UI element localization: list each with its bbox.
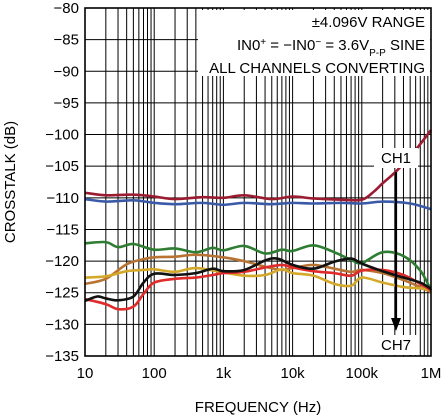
tick-labels: −80 −85 −90 −95 −100 −105 −110 −115 −120 −125 −130… bbox=[45, 0, 441, 382]
ch7-label-background bbox=[374, 335, 418, 355]
y-tick-label: −80 bbox=[54, 0, 79, 17]
annotation-channels: ALL CHANNELS CONVERTING bbox=[209, 60, 425, 77]
annotation-range: ±4.096V RANGE bbox=[312, 14, 425, 31]
y-tick-label: −95 bbox=[54, 95, 79, 112]
annotation-background bbox=[198, 10, 430, 76]
arrow-head-icon bbox=[391, 318, 401, 331]
plot-border bbox=[84, 7, 432, 357]
x-tick-label: 1k bbox=[215, 365, 231, 382]
series-line-3 bbox=[84, 240, 433, 291]
x-axis-title: FREQUENCY (Hz) bbox=[195, 399, 321, 416]
y-tick-label: −100 bbox=[45, 127, 79, 144]
x-tick-label: 10k bbox=[281, 365, 306, 382]
y-tick-label: −90 bbox=[54, 63, 79, 80]
annotation-input: IN0+ = −IN0− = 3.6VP-P SINE bbox=[237, 37, 425, 59]
y-tick-label: −125 bbox=[45, 285, 79, 302]
series-group bbox=[84, 129, 433, 311]
y-tick-label: −110 bbox=[46, 190, 79, 207]
ch1-label-background bbox=[374, 148, 418, 168]
series-line-4 bbox=[84, 253, 432, 294]
series-line-7 bbox=[84, 256, 432, 303]
ch7-label: CH7 bbox=[381, 337, 411, 354]
x-tick-label: 1M bbox=[421, 365, 442, 382]
series-line-2 bbox=[84, 197, 432, 211]
y-tick-label: −130 bbox=[45, 316, 79, 333]
y-tick-label: −105 bbox=[45, 158, 79, 175]
y-tick-label: −115 bbox=[46, 221, 79, 238]
x-tick-label: 10 bbox=[77, 365, 94, 382]
series-line-6 bbox=[84, 263, 432, 311]
ch1-label: CH1 bbox=[381, 150, 411, 167]
x-tick-label: 100 bbox=[142, 365, 167, 382]
series-line-5 bbox=[84, 266, 432, 292]
y-tick-label: −135 bbox=[45, 348, 79, 365]
y-tick-label: −85 bbox=[54, 32, 79, 49]
series-line-1 bbox=[84, 129, 433, 202]
y-tick-label: −120 bbox=[45, 253, 79, 270]
plot-frame bbox=[84, 7, 432, 357]
x-tick-label: 100k bbox=[346, 365, 379, 382]
y-axis-title: CROSSTALK (dB) bbox=[2, 121, 19, 243]
